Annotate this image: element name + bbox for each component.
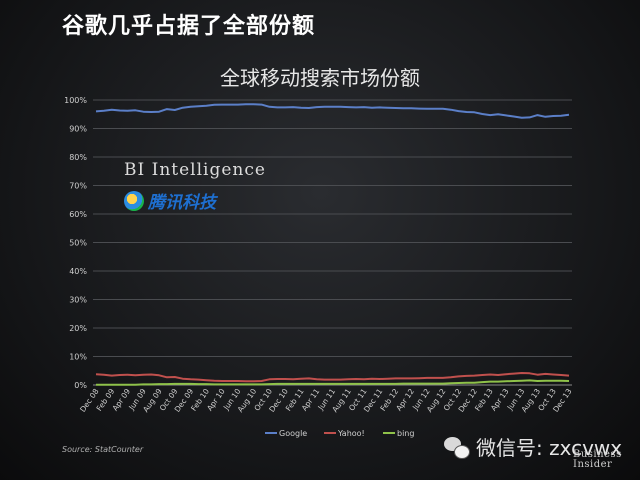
tencent-watermark: 腾讯科技: [124, 188, 216, 213]
business-insider-logo: Business Insider: [573, 449, 622, 470]
legend-label: bing: [397, 429, 414, 438]
series-line-google: [95, 103, 570, 119]
series-line-yahoo: [95, 372, 570, 383]
source-note: Source: StatCounter: [62, 445, 144, 454]
tencent-label: 腾讯科技: [148, 193, 216, 213]
y-tick-label: 40%: [69, 267, 87, 276]
y-tick-label: 30%: [69, 296, 87, 305]
chart-title: 全球移动搜索市场份额: [220, 66, 420, 90]
y-tick-label: 20%: [69, 324, 87, 333]
y-tick-label: 70%: [69, 182, 87, 191]
y-tick-label: 100%: [64, 96, 87, 105]
y-tick-label: 90%: [69, 125, 87, 134]
y-tick-label: 10%: [69, 353, 87, 362]
tencent-logo-icon: [124, 190, 144, 211]
y-tick-label: 50%: [69, 239, 87, 248]
legend-label: Google: [279, 429, 307, 438]
series-line-bing: [96, 379, 570, 386]
y-tick-label: 60%: [69, 210, 87, 219]
wechat-watermark: 微信号: zxcvwx: [444, 432, 622, 461]
y-tick-label: 0%: [74, 381, 87, 390]
headline: 谷歌几乎占据了全部份额: [62, 14, 316, 39]
wechat-icon: [444, 435, 470, 459]
y-tick-label: 80%: [69, 153, 87, 162]
bi-intelligence-watermark: BI Intelligence: [124, 160, 266, 180]
legend-label: Yahoo!: [337, 429, 365, 438]
wechat-id: 微信号: zxcvwx: [476, 436, 623, 460]
